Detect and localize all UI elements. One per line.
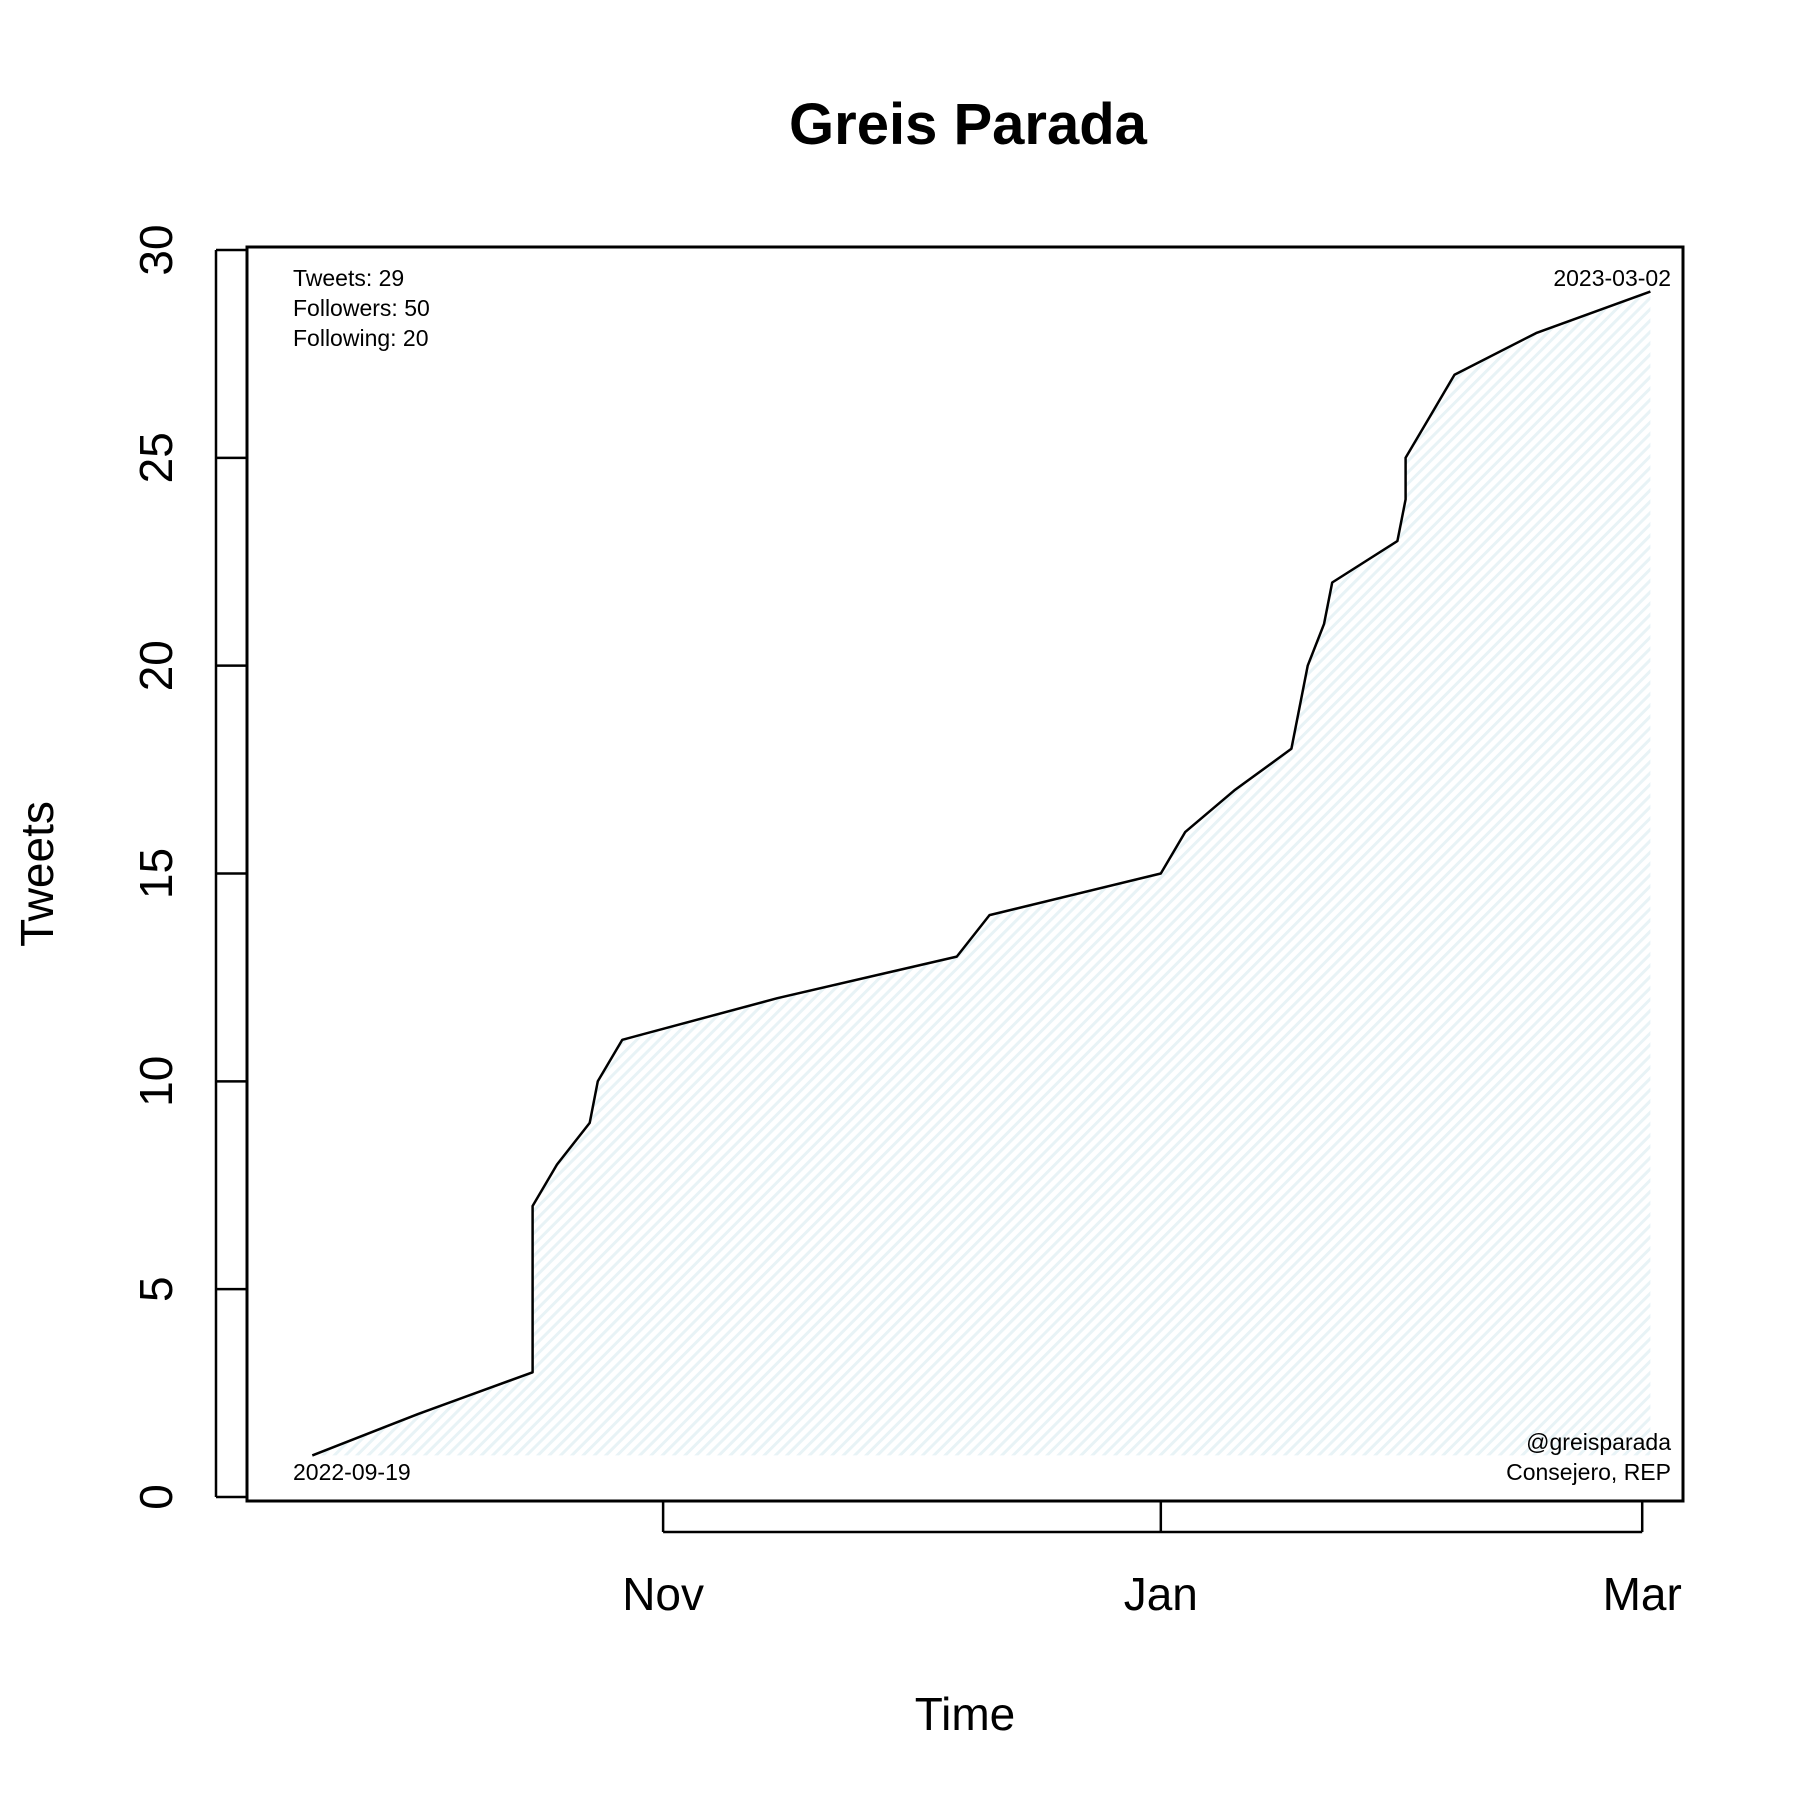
stats-following: Following: 20: [293, 325, 429, 351]
x-tick-label: Jan: [1124, 1568, 1198, 1620]
y-axis-label: Tweets: [11, 801, 63, 947]
y-tick-label: 15: [130, 848, 182, 899]
y-axis: 0 5 10 15 20 25 30: [130, 224, 247, 1510]
y-tick-label: 10: [130, 1056, 182, 1107]
x-axis-label: Time: [915, 1688, 1016, 1740]
area-fill: [312, 291, 1651, 1456]
stats-followers: Followers: 50: [293, 295, 430, 321]
area-fill-layer: [312, 291, 1651, 1456]
y-tick-label: 5: [130, 1276, 182, 1302]
y-tick-label: 0: [130, 1484, 182, 1510]
chart-title: Greis Parada: [789, 92, 1148, 157]
y-tick-label: 30: [130, 224, 182, 275]
end-date-label: 2023-03-02: [1553, 265, 1671, 291]
series-line-layer: [311, 290, 1651, 1457]
role-label: Consejero, REP: [1506, 1459, 1671, 1485]
y-tick-label: 25: [130, 432, 182, 483]
x-tick-label: Nov: [622, 1568, 704, 1620]
x-axis: Nov Jan Mar: [622, 1501, 1682, 1620]
stats-tweets: Tweets: 29: [293, 265, 404, 291]
start-date-label: 2022-09-19: [293, 1459, 411, 1485]
y-tick-label: 20: [130, 640, 182, 691]
handle-label: @greisparada: [1526, 1429, 1671, 1455]
x-tick-label: Mar: [1603, 1568, 1682, 1620]
series-line: [311, 290, 1651, 1457]
